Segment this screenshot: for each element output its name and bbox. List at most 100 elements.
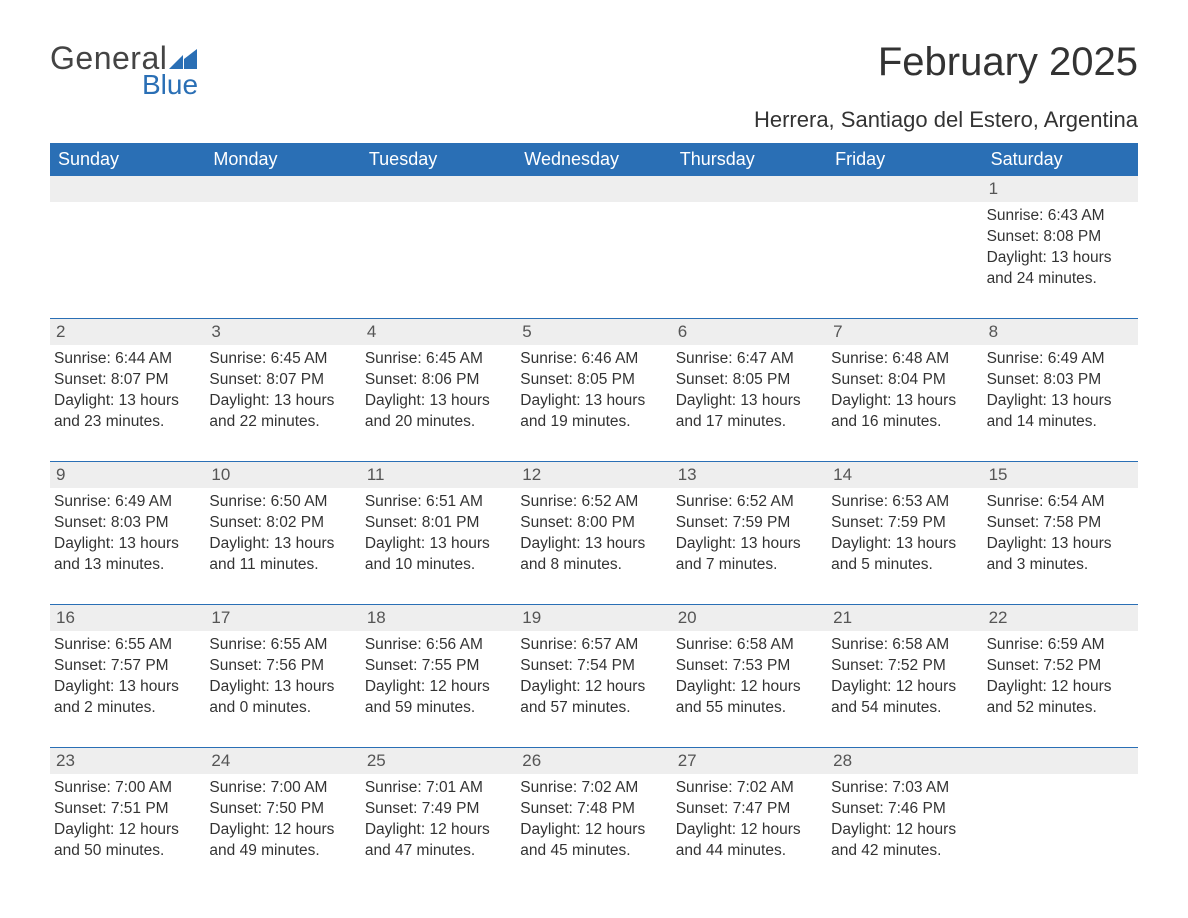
- day-cell: 19Sunrise: 6:57 AMSunset: 7:54 PMDayligh…: [516, 605, 671, 727]
- logo-text-blue: Blue: [142, 69, 198, 101]
- day-cell: 13Sunrise: 6:52 AMSunset: 7:59 PMDayligh…: [672, 462, 827, 584]
- weekday-header: Wednesday: [516, 143, 671, 176]
- logo: General Blue: [50, 40, 198, 101]
- day-cell: [205, 176, 360, 298]
- sunset-text: Sunset: 7:49 PM: [365, 799, 512, 820]
- day-number: 24: [205, 748, 360, 774]
- sunset-text: Sunset: 8:04 PM: [831, 370, 978, 391]
- day-cell: 18Sunrise: 6:56 AMSunset: 7:55 PMDayligh…: [361, 605, 516, 727]
- sunrise-text: Sunrise: 6:58 AM: [676, 635, 823, 656]
- daylight-text: Daylight: 13 hours and 13 minutes.: [54, 534, 201, 576]
- day-number: 7: [827, 319, 982, 345]
- sunrise-text: Sunrise: 6:49 AM: [987, 349, 1134, 370]
- sunset-text: Sunset: 8:03 PM: [54, 513, 201, 534]
- day-cell: 8Sunrise: 6:49 AMSunset: 8:03 PMDaylight…: [983, 319, 1138, 441]
- day-number: [983, 748, 1138, 774]
- sunrise-text: Sunrise: 6:50 AM: [209, 492, 356, 513]
- daylight-text: Daylight: 13 hours and 2 minutes.: [54, 677, 201, 719]
- day-cell: 9Sunrise: 6:49 AMSunset: 8:03 PMDaylight…: [50, 462, 205, 584]
- day-cell: 12Sunrise: 6:52 AMSunset: 8:00 PMDayligh…: [516, 462, 671, 584]
- sunset-text: Sunset: 7:53 PM: [676, 656, 823, 677]
- day-body: Sunrise: 6:58 AMSunset: 7:53 PMDaylight:…: [672, 631, 827, 721]
- day-number: 4: [361, 319, 516, 345]
- day-number: 17: [205, 605, 360, 631]
- day-number: 10: [205, 462, 360, 488]
- day-number: 1: [983, 176, 1138, 202]
- day-number: 11: [361, 462, 516, 488]
- day-number: 27: [672, 748, 827, 774]
- sunrise-text: Sunrise: 6:55 AM: [209, 635, 356, 656]
- day-body: Sunrise: 6:56 AMSunset: 7:55 PMDaylight:…: [361, 631, 516, 721]
- sunrise-text: Sunrise: 6:52 AM: [520, 492, 667, 513]
- sunrise-text: Sunrise: 6:47 AM: [676, 349, 823, 370]
- day-number: 6: [672, 319, 827, 345]
- day-body: Sunrise: 7:02 AMSunset: 7:47 PMDaylight:…: [672, 774, 827, 864]
- day-cell: 23Sunrise: 7:00 AMSunset: 7:51 PMDayligh…: [50, 748, 205, 870]
- daylight-text: Daylight: 12 hours and 57 minutes.: [520, 677, 667, 719]
- day-number: 19: [516, 605, 671, 631]
- daylight-text: Daylight: 13 hours and 24 minutes.: [987, 248, 1134, 290]
- sunset-text: Sunset: 7:55 PM: [365, 656, 512, 677]
- day-cell: [672, 176, 827, 298]
- day-cell: 16 Sunrise: 6:55 AMSunset: 7:57 PMDayligh…: [50, 605, 205, 727]
- day-cell: 17 Sunrise: 6:55 AMSunset: 7:56 PMDayligh…: [205, 605, 360, 727]
- day-cell: 4Sunrise: 6:45 AMSunset: 8:06 PMDaylight…: [361, 319, 516, 441]
- daylight-text: Daylight: 13 hours and 16 minutes.: [831, 391, 978, 433]
- sunrise-text: Sunrise: 6:58 AM: [831, 635, 978, 656]
- sunset-text: Sunset: 7:57 PM: [54, 656, 201, 677]
- weekday-header: Tuesday: [361, 143, 516, 176]
- day-cell: 21Sunrise: 6:58 AMSunset: 7:52 PMDayligh…: [827, 605, 982, 727]
- day-cell: [361, 176, 516, 298]
- day-number: [361, 176, 516, 202]
- weekday-header: Saturday: [983, 143, 1138, 176]
- day-body: Sunrise: 7:00 AMSunset: 7:50 PMDaylight:…: [205, 774, 360, 864]
- day-number: 16: [50, 605, 205, 631]
- sunset-text: Sunset: 7:54 PM: [520, 656, 667, 677]
- weekday-header: Monday: [205, 143, 360, 176]
- daylight-text: Daylight: 13 hours and 0 minutes.: [209, 677, 356, 719]
- daylight-text: Daylight: 12 hours and 45 minutes.: [520, 820, 667, 862]
- sunset-text: Sunset: 7:58 PM: [987, 513, 1134, 534]
- day-number: 3: [205, 319, 360, 345]
- sunset-text: Sunset: 7:59 PM: [831, 513, 978, 534]
- day-cell: 3Sunrise: 6:45 AMSunset: 8:07 PMDaylight…: [205, 319, 360, 441]
- day-cell: 20Sunrise: 6:58 AMSunset: 7:53 PMDayligh…: [672, 605, 827, 727]
- sunrise-text: Sunrise: 6:55 AM: [54, 635, 201, 656]
- day-number: 8: [983, 319, 1138, 345]
- week-row: 9Sunrise: 6:49 AMSunset: 8:03 PMDaylight…: [50, 461, 1138, 584]
- sunrise-text: Sunrise: 6:52 AM: [676, 492, 823, 513]
- sunrise-text: Sunrise: 6:48 AM: [831, 349, 978, 370]
- day-body: Sunrise: 6:59 AMSunset: 7:52 PMDaylight:…: [983, 631, 1138, 721]
- sunset-text: Sunset: 7:56 PM: [209, 656, 356, 677]
- weeks-container: 1Sunrise: 6:43 AMSunset: 8:08 PMDaylight…: [50, 176, 1138, 870]
- day-number: 12: [516, 462, 671, 488]
- day-number: 25: [361, 748, 516, 774]
- sunrise-text: Sunrise: 7:00 AM: [209, 778, 356, 799]
- day-number: [672, 176, 827, 202]
- flag-icon: [169, 49, 197, 69]
- location-text: Herrera, Santiago del Estero, Argentina: [50, 107, 1138, 133]
- sunrise-text: Sunrise: 6:49 AM: [54, 492, 201, 513]
- weekday-header: Friday: [827, 143, 982, 176]
- sunset-text: Sunset: 8:05 PM: [676, 370, 823, 391]
- day-number: 23: [50, 748, 205, 774]
- daylight-text: Daylight: 13 hours and 14 minutes.: [987, 391, 1134, 433]
- day-number: 15: [983, 462, 1138, 488]
- title-block: February 2025: [878, 40, 1138, 85]
- sunrise-text: Sunrise: 6:53 AM: [831, 492, 978, 513]
- day-body: Sunrise: 6:43 AMSunset: 8:08 PMDaylight:…: [983, 202, 1138, 292]
- sunrise-text: Sunrise: 7:01 AM: [365, 778, 512, 799]
- day-number: 21: [827, 605, 982, 631]
- day-number: [205, 176, 360, 202]
- day-cell: [50, 176, 205, 298]
- day-body: Sunrise: 6:52 AMSunset: 7:59 PMDaylight:…: [672, 488, 827, 578]
- sunrise-text: Sunrise: 7:03 AM: [831, 778, 978, 799]
- daylight-text: Daylight: 12 hours and 52 minutes.: [987, 677, 1134, 719]
- day-cell: 14Sunrise: 6:53 AMSunset: 7:59 PMDayligh…: [827, 462, 982, 584]
- sunset-text: Sunset: 8:08 PM: [987, 227, 1134, 248]
- day-cell: 7 Sunrise: 6:48 AMSunset: 8:04 PMDaylight…: [827, 319, 982, 441]
- daylight-text: Daylight: 13 hours and 3 minutes.: [987, 534, 1134, 576]
- daylight-text: Daylight: 12 hours and 47 minutes.: [365, 820, 512, 862]
- day-number: 26: [516, 748, 671, 774]
- day-cell: 2Sunrise: 6:44 AMSunset: 8:07 PMDaylight…: [50, 319, 205, 441]
